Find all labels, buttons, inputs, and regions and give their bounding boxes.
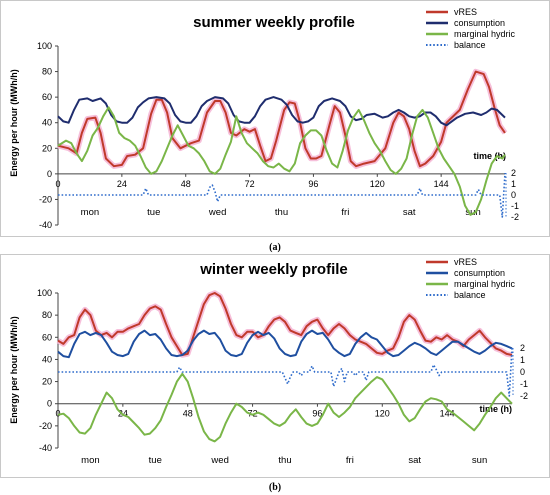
- y-tick-label: -40: [39, 443, 52, 453]
- y-tick-label: 60: [42, 332, 52, 342]
- legend-label: balance: [454, 290, 486, 300]
- day-label: mon: [81, 455, 99, 466]
- day-label: fri: [346, 455, 354, 466]
- panel-winter: winter weekly profile Energy per hour (M…: [0, 254, 550, 493]
- y-tick-label: 0: [47, 399, 52, 409]
- y-tick-label: 0: [47, 169, 52, 179]
- x-tick-label: 72: [245, 179, 255, 189]
- legend-label: balance: [454, 40, 486, 50]
- x-tick-label: 24: [117, 179, 127, 189]
- x-tick-label: 0: [55, 409, 60, 419]
- y-tick-label: -20: [39, 194, 52, 204]
- panel-frame: [0, 254, 550, 478]
- x-tick-label: 96: [308, 179, 318, 189]
- x-tick-label: 48: [183, 409, 193, 419]
- series-line-marginal-hydric: [57, 372, 513, 443]
- legend-label: marginal hydric: [454, 279, 516, 289]
- chart-title: summer weekly profile: [193, 14, 355, 31]
- y-tick-label: 80: [42, 67, 52, 77]
- y-axis-label: Energy per hour (MWh/h): [9, 69, 19, 177]
- panel-summer: summer weekly profile Energy per hour (M…: [0, 0, 550, 253]
- y-tick-label: -20: [39, 421, 52, 431]
- y-tick-label: 60: [42, 92, 52, 102]
- chart-title: winter weekly profile: [199, 261, 348, 278]
- y2-tick-label: 1: [511, 179, 516, 189]
- y-tick-label: 80: [42, 310, 52, 320]
- day-label: tue: [149, 455, 162, 466]
- x-tick-label: 0: [55, 179, 60, 189]
- day-label: thu: [275, 207, 288, 218]
- y-axis-label: Energy per hour (MWh/h): [9, 316, 19, 424]
- series-line-consumption: [57, 329, 513, 359]
- x-tick-label: 144: [434, 179, 449, 189]
- day-label: fri: [341, 207, 349, 218]
- y-tick-label: 40: [42, 354, 52, 364]
- y2-tick-label: -2: [511, 212, 519, 222]
- y-tick-label: 20: [42, 143, 52, 153]
- x-tick-label: 120: [370, 179, 385, 189]
- x-tick-label: 120: [375, 409, 390, 419]
- y2-tick-label: -2: [520, 391, 528, 401]
- day-label: wed: [210, 455, 228, 466]
- y2-tick-label: 2: [511, 168, 516, 178]
- y2-tick-label: 1: [520, 355, 525, 365]
- figure-caption: (a): [269, 242, 281, 253]
- y-tick-label: -40: [39, 220, 52, 230]
- y2-tick-label: 2: [520, 343, 525, 353]
- day-label: sat: [403, 207, 416, 218]
- y-tick-label: 40: [42, 118, 52, 128]
- day-label: sun: [472, 455, 487, 466]
- series-line-consumption: [57, 96, 506, 127]
- y2-tick-label: -1: [511, 201, 519, 211]
- series-line-marginal-hydric: [57, 106, 506, 216]
- day-label: tue: [147, 207, 160, 218]
- day-label: mon: [81, 207, 99, 218]
- y-tick-label: 100: [37, 41, 52, 51]
- day-label: sat: [408, 455, 421, 466]
- series-line-vres: [57, 292, 513, 356]
- y-tick-label: 100: [37, 288, 52, 298]
- day-label: wed: [208, 207, 226, 218]
- legend-label: consumption: [454, 18, 505, 28]
- x-tick-label: 48: [181, 179, 191, 189]
- y2-tick-label: -1: [520, 379, 528, 389]
- figure-caption: (b): [269, 482, 281, 493]
- y-tick-label: 20: [42, 377, 52, 387]
- day-label: thu: [278, 455, 291, 466]
- legend-label: marginal hydric: [454, 29, 516, 39]
- series-line-balance: [58, 347, 513, 397]
- y2-tick-label: 0: [520, 367, 525, 377]
- x-tick-label: 144: [440, 409, 455, 419]
- legend-label: vRES: [454, 7, 477, 17]
- x-axis-label: time (h): [480, 404, 513, 414]
- y2-tick-label: 0: [511, 190, 516, 200]
- legend-label: consumption: [454, 268, 505, 278]
- x-tick-label: 96: [312, 409, 322, 419]
- legend-label: vRES: [454, 257, 477, 267]
- x-axis-label: time (h): [474, 151, 507, 161]
- series-line-vres: [57, 70, 506, 168]
